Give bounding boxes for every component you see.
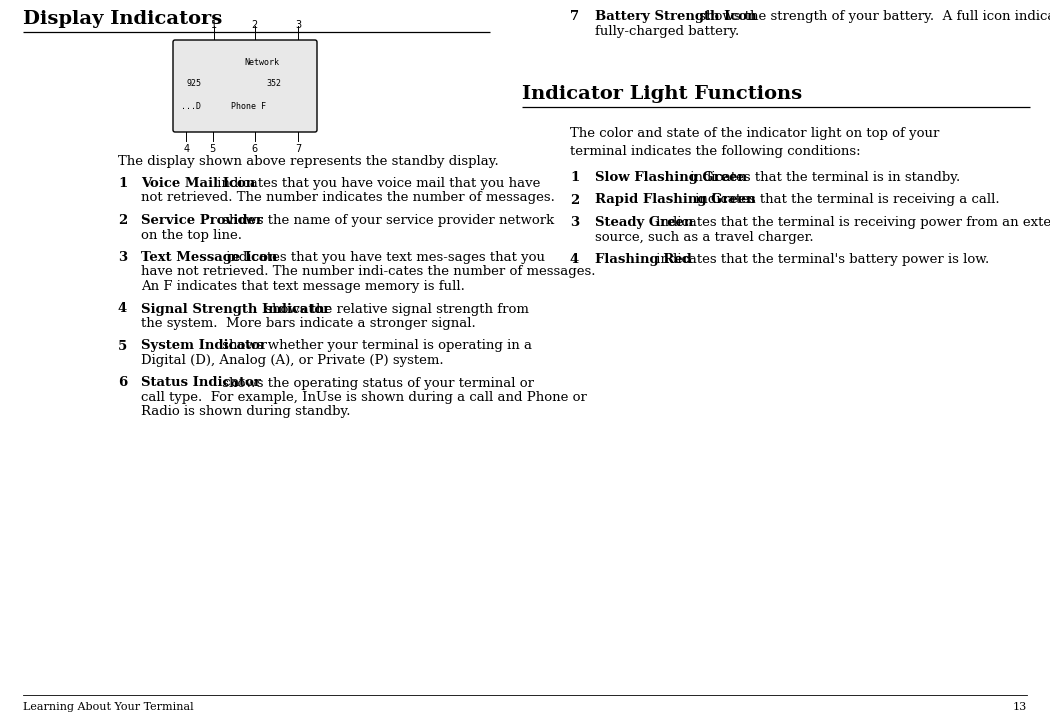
Text: Voice Mail Icon: Voice Mail Icon xyxy=(141,177,255,190)
Text: 7: 7 xyxy=(295,144,301,154)
Text: Steady Green: Steady Green xyxy=(595,216,693,229)
Text: Phone F: Phone F xyxy=(231,102,266,111)
Text: Digital (D), Analog (A), or Private (P) system.: Digital (D), Analog (A), or Private (P) … xyxy=(141,354,443,367)
Text: 3: 3 xyxy=(295,20,301,30)
Text: shows whether your terminal is operating in a: shows whether your terminal is operating… xyxy=(217,339,531,352)
Text: shows the strength of your battery.  A full icon indicates a: shows the strength of your battery. A fu… xyxy=(695,10,1050,23)
Text: 2: 2 xyxy=(118,214,127,227)
Text: 4: 4 xyxy=(118,302,127,315)
Text: indicates that you have voice mail that you have: indicates that you have voice mail that … xyxy=(213,177,540,190)
Text: indicates that the terminal is receiving power from an external: indicates that the terminal is receiving… xyxy=(652,216,1050,229)
Text: indicates that the terminal is receiving a call.: indicates that the terminal is receiving… xyxy=(691,193,1000,207)
Text: 352: 352 xyxy=(266,79,281,88)
Text: Learning About Your Terminal: Learning About Your Terminal xyxy=(23,702,193,712)
Text: Battery Strength Icon: Battery Strength Icon xyxy=(595,10,757,23)
FancyBboxPatch shape xyxy=(173,40,317,132)
Text: indicates that you have text mes-sages that you: indicates that you have text mes-sages t… xyxy=(223,251,545,264)
Text: source, such as a travel charger.: source, such as a travel charger. xyxy=(595,230,814,244)
Text: call type.  For example, InUse is shown during a call and Phone or: call type. For example, InUse is shown d… xyxy=(141,391,587,404)
Text: 4: 4 xyxy=(570,253,580,266)
Text: shows the operating status of your terminal or: shows the operating status of your termi… xyxy=(217,376,533,389)
Text: Slow Flashing Green: Slow Flashing Green xyxy=(595,171,747,184)
Text: Flashing Red: Flashing Red xyxy=(595,253,692,266)
Text: Indicator Light Functions: Indicator Light Functions xyxy=(522,85,802,103)
Text: 1: 1 xyxy=(211,20,217,30)
Text: 1: 1 xyxy=(118,177,127,190)
Text: 2: 2 xyxy=(570,193,580,207)
Text: 3: 3 xyxy=(570,216,580,229)
Text: An F indicates that text message memory is full.: An F indicates that text message memory … xyxy=(141,280,465,293)
Text: not retrieved. The number indicates the number of messages.: not retrieved. The number indicates the … xyxy=(141,192,554,205)
Text: 4: 4 xyxy=(183,144,189,154)
Text: have not retrieved. The number indi-cates the number of messages.: have not retrieved. The number indi-cate… xyxy=(141,265,600,279)
Text: 2: 2 xyxy=(252,20,258,30)
Text: Status Indicator: Status Indicator xyxy=(141,376,260,389)
Text: 5: 5 xyxy=(210,144,216,154)
Text: shows the name of your service provider network: shows the name of your service provider … xyxy=(217,214,553,227)
Text: 5: 5 xyxy=(118,339,127,352)
Text: indicates that the terminal is in standby.: indicates that the terminal is in standb… xyxy=(686,171,960,184)
Text: 7: 7 xyxy=(570,10,580,23)
Text: 13: 13 xyxy=(1013,702,1027,712)
Text: Signal Strength Indicator: Signal Strength Indicator xyxy=(141,302,331,315)
Text: The color and state of the indicator light on top of your
terminal indicates the: The color and state of the indicator lig… xyxy=(570,127,940,158)
Text: Radio is shown during standby.: Radio is shown during standby. xyxy=(141,406,351,419)
Text: The display shown above represents the standby display.: The display shown above represents the s… xyxy=(118,155,499,168)
Text: indicates that the terminal's battery power is low.: indicates that the terminal's battery po… xyxy=(652,253,990,266)
Text: Network: Network xyxy=(245,58,279,67)
Text: ...D: ...D xyxy=(181,102,201,111)
Text: 925: 925 xyxy=(186,79,202,88)
Text: Text Message Icon: Text Message Icon xyxy=(141,251,277,264)
Text: fully-charged battery.: fully-charged battery. xyxy=(595,24,739,38)
Text: Display Indicators: Display Indicators xyxy=(23,10,223,28)
Text: 1: 1 xyxy=(570,171,580,184)
Text: shows the relative signal strength from: shows the relative signal strength from xyxy=(260,302,528,315)
Text: 3: 3 xyxy=(118,251,127,264)
Text: 6: 6 xyxy=(118,376,127,389)
Text: Rapid Flashing Green: Rapid Flashing Green xyxy=(595,193,756,207)
Text: System Indicator: System Indicator xyxy=(141,339,267,352)
Text: on the top line.: on the top line. xyxy=(141,228,242,242)
Text: Service Provider: Service Provider xyxy=(141,214,262,227)
Text: the system.  More bars indicate a stronger signal.: the system. More bars indicate a stronge… xyxy=(141,317,476,330)
Text: 6: 6 xyxy=(252,144,258,154)
